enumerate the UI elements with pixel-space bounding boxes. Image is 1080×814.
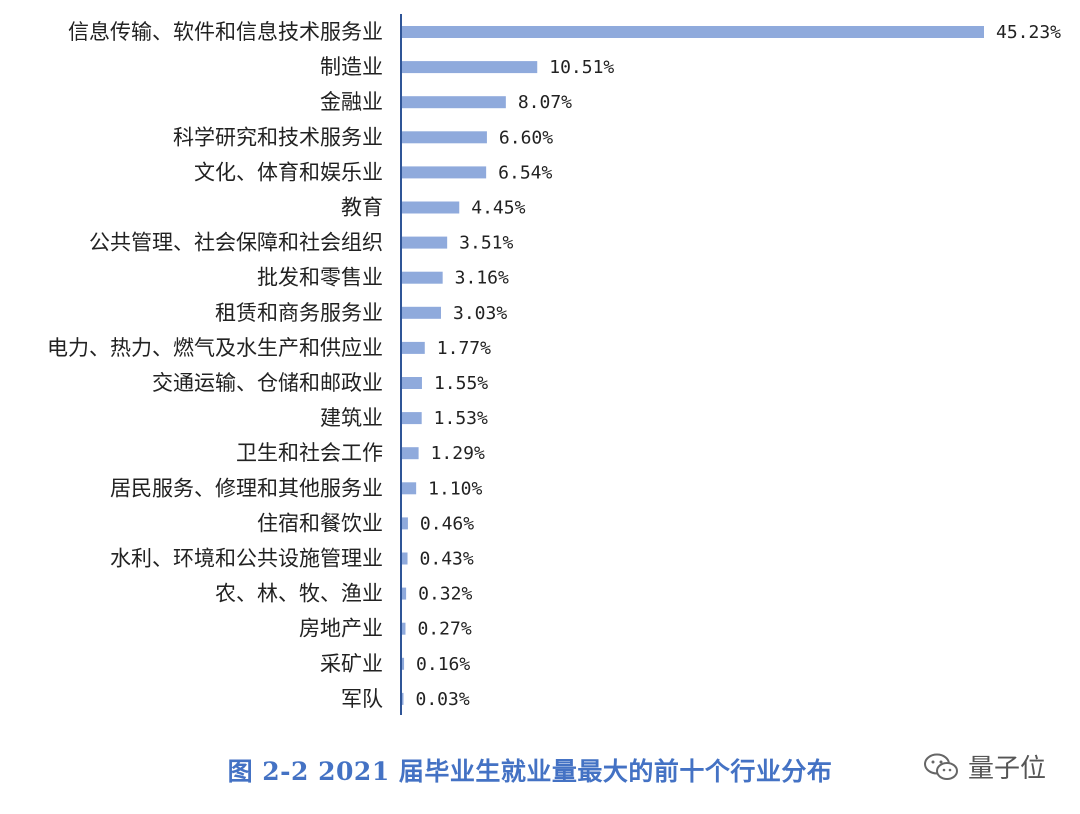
value-label: 45.23% [996, 22, 1061, 43]
bar-chart: 信息传输、软件和信息技术服务业 45.23% 制造业 10.51% 金融业 8.07% 科学… [47, 14, 1061, 715]
category-label: 建筑业 [320, 406, 383, 430]
value-label: 0.43% [420, 549, 474, 570]
watermark: 量子位 [922, 748, 1046, 785]
value-label: 1.10% [428, 478, 482, 499]
category-label: 卫生和社会工作 [236, 441, 383, 465]
value-label: 1.77% [437, 338, 491, 359]
category-label: 住宿和餐饮业 [257, 511, 383, 535]
bar [402, 341, 425, 354]
bar [402, 96, 506, 109]
value-label: 1.29% [431, 443, 485, 464]
value-label: 0.27% [417, 619, 471, 640]
category-label: 金融业 [320, 90, 383, 114]
value-label: 3.51% [459, 233, 513, 254]
category-label: 租赁和商务服务业 [215, 301, 383, 325]
category-label: 教育 [341, 196, 383, 220]
bar [402, 131, 487, 144]
category-label: 电力、热力、燃气及水生产和供应业 [47, 336, 383, 360]
bars-group: 信息传输、软件和信息技术服务业 45.23% 制造业 10.51% 金融业 8.07% 科学… [47, 20, 1061, 711]
value-label: 1.55% [434, 373, 488, 394]
category-label: 军队 [341, 687, 383, 711]
bar [402, 201, 460, 214]
value-label: 0.46% [420, 513, 474, 534]
bar [402, 657, 405, 670]
bar [402, 61, 538, 74]
value-label: 3.03% [453, 303, 507, 324]
category-label: 水利、环境和公共设施管理业 [110, 547, 383, 571]
category-label: 采矿业 [320, 652, 383, 676]
category-label: 制造业 [320, 55, 383, 79]
value-label: 1.53% [434, 408, 488, 429]
value-label: 6.54% [498, 162, 552, 183]
category-label: 批发和零售业 [257, 266, 383, 290]
bar [402, 166, 487, 179]
bar [402, 236, 448, 249]
watermark-text: 量子位 [967, 754, 1046, 784]
category-label: 交通运输、仓储和邮政业 [152, 371, 383, 395]
bar [402, 412, 422, 425]
category-label: 农、林、牧、渔业 [215, 582, 383, 606]
value-label: 0.16% [416, 654, 470, 675]
value-label: 0.03% [416, 689, 470, 710]
bar [402, 447, 419, 460]
value-label: 6.60% [499, 127, 553, 148]
value-label: 10.51% [549, 57, 614, 78]
bar [402, 552, 408, 565]
bar [402, 622, 406, 635]
bar [402, 482, 417, 495]
bar [402, 306, 441, 319]
category-label: 信息传输、软件和信息技术服务业 [68, 20, 383, 44]
category-label: 文化、体育和娱乐业 [194, 160, 383, 184]
value-label: 4.45% [471, 198, 525, 219]
bar [402, 377, 422, 389]
value-label: 3.16% [455, 268, 509, 289]
category-label: 公共管理、社会保障和社会组织 [89, 231, 383, 255]
bar [402, 587, 407, 600]
category-label: 居民服务、修理和其他服务业 [110, 476, 383, 500]
value-label: 0.32% [418, 584, 472, 605]
bar [402, 271, 443, 284]
value-label: 8.07% [518, 92, 572, 113]
category-label: 科学研究和技术服务业 [173, 125, 383, 149]
bar [402, 692, 404, 705]
bar [402, 26, 984, 38]
chart-caption: 图 2-2 2021 届毕业生就业量最大的前十个行业分布 [227, 757, 833, 786]
wechat-icon [923, 753, 958, 780]
bar [402, 517, 408, 530]
category-label: 房地产业 [299, 617, 383, 641]
